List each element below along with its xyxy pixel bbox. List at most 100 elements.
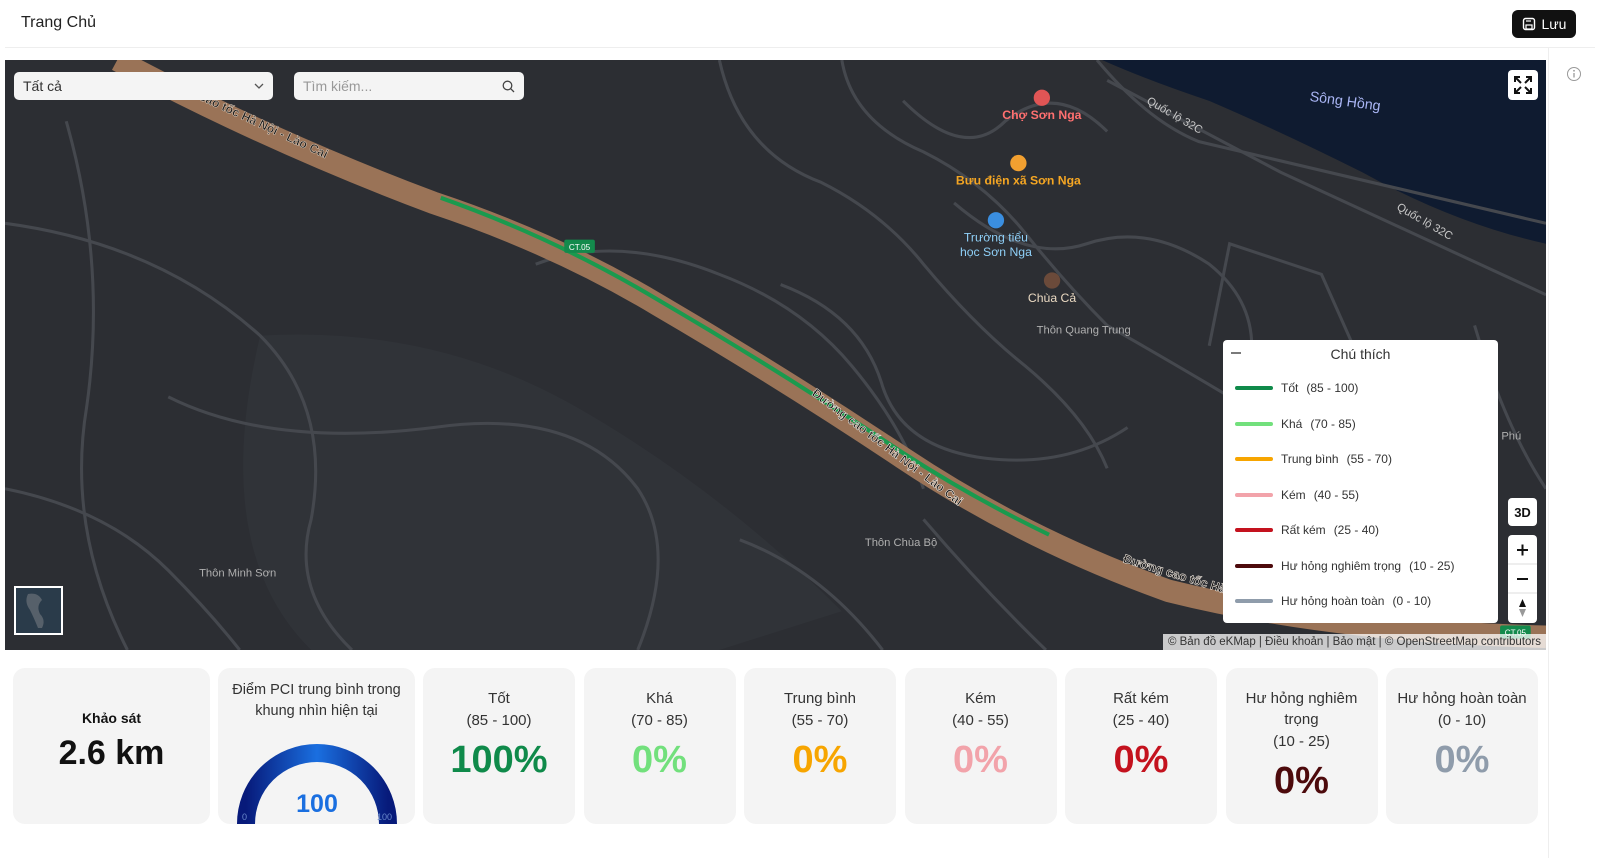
condition-card: Tốt (85 - 100) 100% <box>423 668 575 824</box>
condition-name: Hư hỏng nghiêm trọng <box>1245 690 1358 728</box>
legend-collapse[interactable] <box>1231 352 1241 354</box>
condition-share: 0% <box>1274 760 1329 802</box>
legend-item: Rất kém (25 - 40) <box>1235 523 1379 537</box>
condition-range: (55 - 70) <box>791 712 849 729</box>
school-icon[interactable] <box>987 212 1005 229</box>
condition-name: Trung bình <box>784 690 856 707</box>
legend-item: Hư hỏng nghiêm trọng (10 - 25) <box>1235 559 1454 573</box>
legend: Chú thích Tốt (85 - 100) Khá (70 - 85) Trung… <box>1223 340 1498 623</box>
condition-card: Rất kém (25 - 40) 0% <box>1065 668 1217 824</box>
save-button[interactable]: Lưu <box>1512 10 1576 38</box>
condition-name: Kém <box>965 690 996 707</box>
legend-swatch <box>1235 528 1273 532</box>
condition-share: 0% <box>953 739 1008 781</box>
legend-range: (55 - 70) <box>1346 452 1392 466</box>
condition-name: Hư hỏng hoàn toàn <box>1397 690 1527 707</box>
page-title: Trang Chủ <box>21 14 96 31</box>
condition-card: Khá (70 - 85) 0% <box>583 668 736 824</box>
highway-shield-label: CT.05 <box>569 243 591 252</box>
search-icon <box>502 80 515 92</box>
condition-card: Hư hỏng nghiêm trọng (10 - 25) 0% <box>1225 668 1378 824</box>
minimap[interactable] <box>14 586 63 635</box>
condition-share: 0% <box>1434 739 1490 781</box>
condition-share: 0% <box>632 739 687 781</box>
place-label: Chợ Sơn Nga <box>1002 108 1081 122</box>
gauge-value-arc <box>237 744 397 824</box>
condition-share: 0% <box>792 739 848 781</box>
legend-item: Trung bình (55 - 70) <box>1235 452 1392 466</box>
condition-card: Trung bình (55 - 70) 0% <box>744 668 896 824</box>
legend-name: Hư hỏng nghiêm trọng <box>1281 558 1402 573</box>
header: Trang Chủ Lưu <box>5 0 1595 48</box>
legend-range: (85 - 100) <box>1306 381 1359 395</box>
save-label: Lưu <box>1541 16 1567 32</box>
minor-roads <box>5 60 1546 650</box>
legend-swatch <box>1235 386 1273 390</box>
survey-value: 2.6 km <box>58 734 165 772</box>
select-value: Tất cả <box>23 78 62 94</box>
survey-label: Khảo sát <box>81 710 142 726</box>
category-select[interactable]: Tất cả <box>14 72 273 100</box>
condition-name: Tốt <box>488 690 510 707</box>
search-input[interactable]: Tìm kiếm... <box>294 72 524 100</box>
map-attribution: © Bản đồ eKMap | Điều khoản | Bảo mật | … <box>1162 634 1546 650</box>
place-label: Phú <box>1501 431 1521 443</box>
3d-button[interactable]: 3D <box>1508 498 1537 526</box>
place-label: Chùa Cả <box>1028 291 1076 305</box>
legend-item: Hư hỏng hoàn toàn (0 - 10) <box>1235 594 1431 608</box>
legend-swatch <box>1235 492 1273 497</box>
fullscreen-button[interactable] <box>1508 70 1538 100</box>
post-icon[interactable] <box>1010 154 1027 172</box>
chevron <box>254 83 264 89</box>
condition-card: Hư hỏng hoàn toàn (0 - 10) 0% <box>1386 668 1538 824</box>
legend-range: (70 - 85) <box>1310 416 1356 431</box>
sidebar-divider <box>1548 48 1549 858</box>
place-label: học Sơn Nga <box>960 245 1032 259</box>
legend-name: Rất kém <box>1281 523 1326 537</box>
legend-range: (25 - 40) <box>1333 523 1380 537</box>
gauge-min-label: 0 <box>242 812 247 822</box>
zoom-icons <box>1508 544 1537 617</box>
condition-range: (25 - 40) <box>1112 712 1170 729</box>
gauge-value: 100 <box>296 790 338 818</box>
legend-range: (10 - 25) <box>1409 558 1455 573</box>
legend-swatch <box>1235 599 1273 603</box>
pagoda-icon[interactable] <box>1043 272 1061 289</box>
place-label: Thôn Quang Trung <box>1037 325 1131 337</box>
place-label: Bưu điện xã Sơn Nga <box>956 174 1081 188</box>
terrain <box>243 334 842 650</box>
pci-card: Điểm PCI trung bình trong khung nhìn hiệ… <box>218 668 415 824</box>
condition-range: (70 - 85) <box>631 712 688 729</box>
legend-swatch <box>1235 457 1273 461</box>
info-icon[interactable] <box>1566 66 1582 82</box>
highway-shield <box>564 239 595 253</box>
condition-name: Khá <box>646 690 673 707</box>
market-icon[interactable] <box>1033 89 1051 106</box>
legend-name: Trung bình <box>1281 452 1339 466</box>
highway-shield-label: CT.05 <box>1505 629 1527 638</box>
legend-name: Khá <box>1281 416 1303 431</box>
pci-label: Điểm PCI trung bình trong khung nhìn hiệ… <box>232 682 401 719</box>
legend-item: Tốt (85 - 100) <box>1235 381 1358 395</box>
condition-range: (85 - 100) <box>466 712 532 729</box>
legend-item: Kém (40 - 55) <box>1235 488 1359 502</box>
fullscreen-icon <box>1514 76 1532 94</box>
condition-range: (0 - 10) <box>1437 712 1487 729</box>
condition-share: 0% <box>1113 739 1169 781</box>
legend-item: Khá (70 - 85) <box>1235 417 1356 431</box>
minimap-shape <box>26 593 44 628</box>
search-placeholder: Tìm kiếm... <box>303 78 373 94</box>
condition-range: (10 - 25) <box>1273 733 1330 750</box>
legend-range: (40 - 55) <box>1313 487 1360 502</box>
place-label: Thôn Chùa Bộ <box>865 537 937 549</box>
survey-card: Khảo sát 2.6 km <box>13 668 210 824</box>
place-label: Thôn Minh Sơn <box>199 568 276 580</box>
condition-share: 100% <box>450 739 548 781</box>
3d-label: 3D <box>1514 504 1531 520</box>
legend-name: Hư hỏng hoàn toàn <box>1281 594 1385 608</box>
legend-swatch <box>1235 563 1273 568</box>
save-icon <box>1522 17 1535 31</box>
legend-name: Tốt <box>1281 381 1299 395</box>
zoom-controls <box>1508 535 1537 623</box>
